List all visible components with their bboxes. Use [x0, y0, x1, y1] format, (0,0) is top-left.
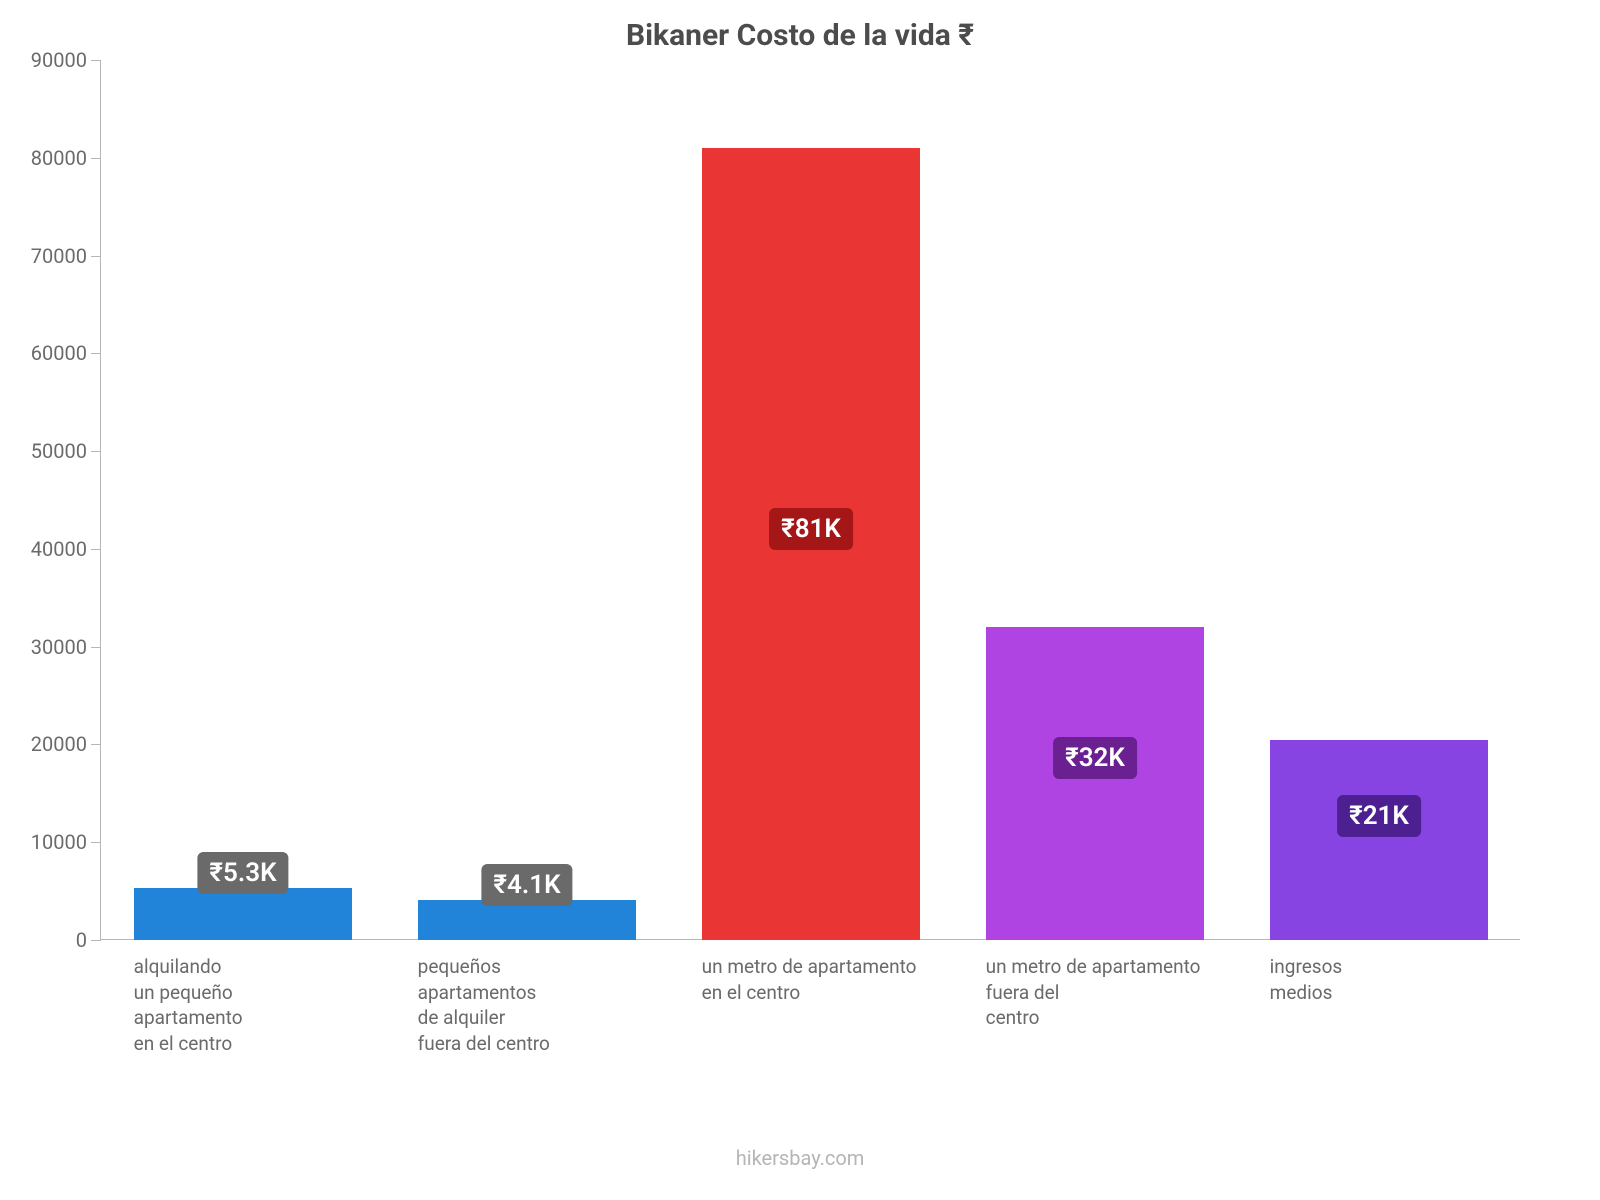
y-tick-label: 70000 [31, 244, 101, 268]
category-label: alquilandoun pequeñoapartamentoen el cen… [134, 940, 353, 1057]
category-label: un metro de apartamentofuera delcentro [986, 940, 1205, 1031]
y-tick-label: 90000 [31, 48, 101, 72]
y-tick-label: 60000 [31, 341, 101, 365]
y-tick-label: 0 [76, 928, 101, 952]
bar: ₹81K [702, 148, 921, 940]
y-tick-label: 30000 [31, 635, 101, 659]
bar: ₹5.3K [134, 888, 353, 940]
category-label: ingresosmedios [1270, 940, 1489, 1005]
bar: ₹32K [986, 627, 1205, 940]
plot-area: 0100002000030000400005000060000700008000… [100, 60, 1520, 940]
category-label: un metro de apartamentoen el centro [702, 940, 921, 1005]
category-label: pequeñosapartamentosde alquilerfuera del… [418, 940, 637, 1057]
bar-value-label: ₹21K [1337, 795, 1421, 837]
bar-value-label: ₹5.3K [197, 852, 288, 894]
bar-value-label: ₹32K [1053, 737, 1137, 779]
y-tick-label: 10000 [31, 830, 101, 854]
y-tick-label: 80000 [31, 146, 101, 170]
y-tick-label: 20000 [31, 732, 101, 756]
bar: ₹21K [1270, 740, 1489, 940]
y-tick-label: 40000 [31, 537, 101, 561]
bar-value-label: ₹4.1K [481, 864, 572, 906]
chart-title: Bikaner Costo de la vida ₹ [0, 18, 1600, 53]
chart-container: Bikaner Costo de la vida ₹ 0100002000030… [0, 0, 1600, 1200]
bar: ₹4.1K [418, 900, 637, 940]
attribution-text: hikersbay.com [0, 1146, 1600, 1170]
y-tick-label: 50000 [31, 439, 101, 463]
bar-value-label: ₹81K [769, 508, 853, 550]
